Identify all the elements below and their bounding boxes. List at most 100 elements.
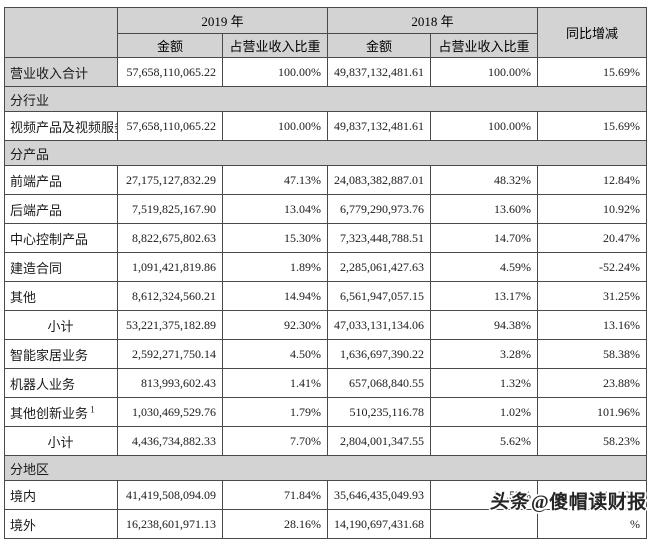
- financial-report-page: 2019 年 2018 年 同比增减 金额 占营业收入比重 金额 占营业收入比重…: [0, 7, 650, 539]
- cell-p2018: 5.62%: [430, 426, 539, 456]
- cell-a2019: 1,091,421,819.86: [117, 252, 223, 282]
- cell-a2019: 57,658,110,065.22: [117, 111, 223, 141]
- table-row: 小计 4,436,734,882.33 7.70% 2,804,001,347.55 5…: [4, 426, 648, 456]
- cell-a2019: 4,436,734,882.33: [117, 426, 223, 456]
- cell-p2019: 1.41%: [221, 368, 329, 398]
- table-row: 前端产品 27,175,127,832.29 47.13% 24,083,382,88…: [4, 165, 648, 195]
- cell-yoy: 20.47%: [537, 223, 648, 253]
- footnote-marker: 1: [88, 404, 95, 415]
- cell-a2018: 1,636,697,390.22: [327, 339, 432, 369]
- cell-p2019: 1.89%: [221, 252, 329, 282]
- cell-p2018: 13.17%: [430, 281, 539, 311]
- cell-a2019: 41,419,508,094.09: [117, 480, 223, 510]
- header-yoy-change: 同比增减: [537, 7, 648, 58]
- cell-p2018: 71.53%: [430, 480, 539, 510]
- cell-a2018: 49,837,132,481.61: [327, 111, 432, 141]
- header-year-2019: 2019 年: [116, 7, 329, 34]
- table-row: 建造合同 1,091,421,819.86 1.89% 2,285,061,427.6…: [4, 252, 648, 282]
- cell-a2018: 2,285,061,427.63: [327, 252, 432, 282]
- cell-p2019: 71.84%: [221, 480, 329, 510]
- cell-a2019: 57,658,110,065.22: [117, 57, 223, 87]
- table-row: 境内 41,419,508,094.09 71.84% 35,646,435,049.…: [4, 480, 648, 510]
- cell-yoy: 15.69%: [537, 57, 648, 87]
- table-row: 其他创新业务 1 1,030,469,529.76 1.79% 510,235,116…: [4, 397, 648, 427]
- row-label: 中心控制产品: [4, 223, 118, 253]
- cell-p2018: 3.28%: [430, 339, 539, 369]
- cell-yoy: 15.69%: [537, 111, 648, 141]
- cell-a2018: 6,561,947,057.15: [327, 281, 432, 311]
- cell-p2019: 92.30%: [221, 310, 329, 340]
- cell-yoy: 58.23%: [537, 426, 648, 456]
- cell-p2018: 100.00%: [430, 111, 539, 141]
- cell-a2019: 8,612,324,560.21: [117, 281, 223, 311]
- cell-p2019: 14.94%: [221, 281, 329, 311]
- cell-p2019: 47.13%: [221, 165, 329, 195]
- table-row: 视频产品及视频服务 57,658,110,065.22 100.00% 49,837,…: [4, 111, 648, 141]
- cell-a2019: 2,592,271,750.14: [117, 339, 223, 369]
- section-label-region: 分地区: [3, 455, 648, 481]
- cell-yoy: 16.20%: [537, 480, 648, 510]
- cell-a2018: 47,033,131,134.06: [327, 310, 432, 340]
- cell-a2018: 657,068,840.55: [327, 368, 432, 398]
- cell-yoy: 10.92%: [537, 194, 648, 224]
- section-row: 分行业: [3, 86, 648, 112]
- section-label-product: 分产品: [3, 140, 648, 166]
- cell-a2019: 813,993,602.43: [117, 368, 223, 398]
- cell-p2018: 4.59%: [430, 252, 539, 282]
- table-row: 营业收入合计 57,658,110,065.22 100.00% 49,837,132…: [4, 57, 648, 87]
- cell-p2019: 1.79%: [221, 397, 329, 427]
- header-amount-2018: 金额: [327, 33, 432, 58]
- cell-p2019: 4.50%: [221, 339, 329, 369]
- row-label: 其他创新业务 1: [4, 397, 118, 427]
- table-row: 其他 8,612,324,560.21 14.94% 6,561,947,057.15…: [4, 281, 648, 311]
- table-row: 小计 53,221,375,182.89 92.30% 47,033,131,134.…: [4, 310, 648, 340]
- section-row: 分地区: [3, 455, 648, 481]
- header-pct-of-revenue-2019: 占营业收入比重: [221, 33, 329, 58]
- cell-p2018: 48.32%: [430, 165, 539, 195]
- cell-a2019: 8,822,675,802.63: [117, 223, 223, 253]
- row-label: 小计: [4, 426, 118, 456]
- cell-a2018: 6,779,290,973.76: [327, 194, 432, 224]
- header-pct-of-revenue-2018: 占营业收入比重: [430, 33, 539, 58]
- header-amount-2019: 金额: [117, 33, 223, 58]
- cell-a2019: 27,175,127,832.29: [117, 165, 223, 195]
- cell-a2018: 24,083,382,887.01: [327, 165, 432, 195]
- section-row: 分产品: [3, 140, 648, 166]
- toutiao-logo-text: 头条: [488, 492, 532, 513]
- row-label: 机器人业务: [4, 368, 118, 398]
- cell-p2019: 15.30%: [221, 223, 329, 253]
- cell-p2018: 14.70%: [430, 223, 539, 253]
- cell-p2018: 13.60%: [430, 194, 539, 224]
- cell-yoy: 101.96%: [537, 397, 648, 427]
- cell-yoy: 23.88%: [537, 368, 648, 398]
- row-label: 营业收入合计: [4, 57, 118, 87]
- header-corner-cell: [4, 7, 118, 58]
- cell-a2018: 49,837,132,481.61: [327, 57, 432, 87]
- table-row: 中心控制产品 8,822,675,802.63 15.30% 7,323,448,78…: [4, 223, 648, 253]
- row-label: 境内: [4, 480, 118, 510]
- row-label: 前端产品: [4, 165, 118, 195]
- cell-yoy: 12.84%: [537, 165, 648, 195]
- cell-p2019: 100.00%: [221, 111, 329, 141]
- cell-a2019: 53,221,375,182.89: [117, 310, 223, 340]
- row-label: 智能家居业务: [4, 339, 118, 369]
- toutiao-watermark: 头条@傻帽读财报: [488, 487, 647, 514]
- cell-a2019: 7,519,825,167.90: [117, 194, 223, 224]
- row-label: 其他: [4, 281, 118, 311]
- cell-yoy: -52.24%: [537, 252, 648, 282]
- cell-p2019: 13.04%: [221, 194, 329, 224]
- section-label-industry: 分行业: [3, 86, 648, 112]
- cell-p2018: 100.00%: [430, 57, 539, 87]
- row-label: 小计: [4, 310, 118, 340]
- header-year-2018: 2018 年: [327, 7, 539, 34]
- row-label: 视频产品及视频服务: [4, 111, 118, 141]
- row-label: 建造合同: [4, 252, 118, 282]
- table-row: 智能家居业务 2,592,271,750.14 4.50% 1,636,697,390…: [4, 339, 648, 369]
- revenue-breakdown-table: 2019 年 2018 年 同比增减 金额 占营业收入比重 金额 占营业收入比重…: [3, 7, 648, 539]
- cell-yoy: 31.25%: [537, 281, 648, 311]
- table-row: 机器人业务 813,993,602.43 1.41% 657,068,840.55 1.…: [4, 368, 648, 398]
- watermark-handle-text: @傻帽读财报: [531, 492, 647, 513]
- cell-a2019: 1,030,469,529.76: [117, 397, 223, 427]
- cell-a2018: 510,235,116.78: [327, 397, 432, 427]
- cell-a2018: 7,323,448,788.51: [327, 223, 432, 253]
